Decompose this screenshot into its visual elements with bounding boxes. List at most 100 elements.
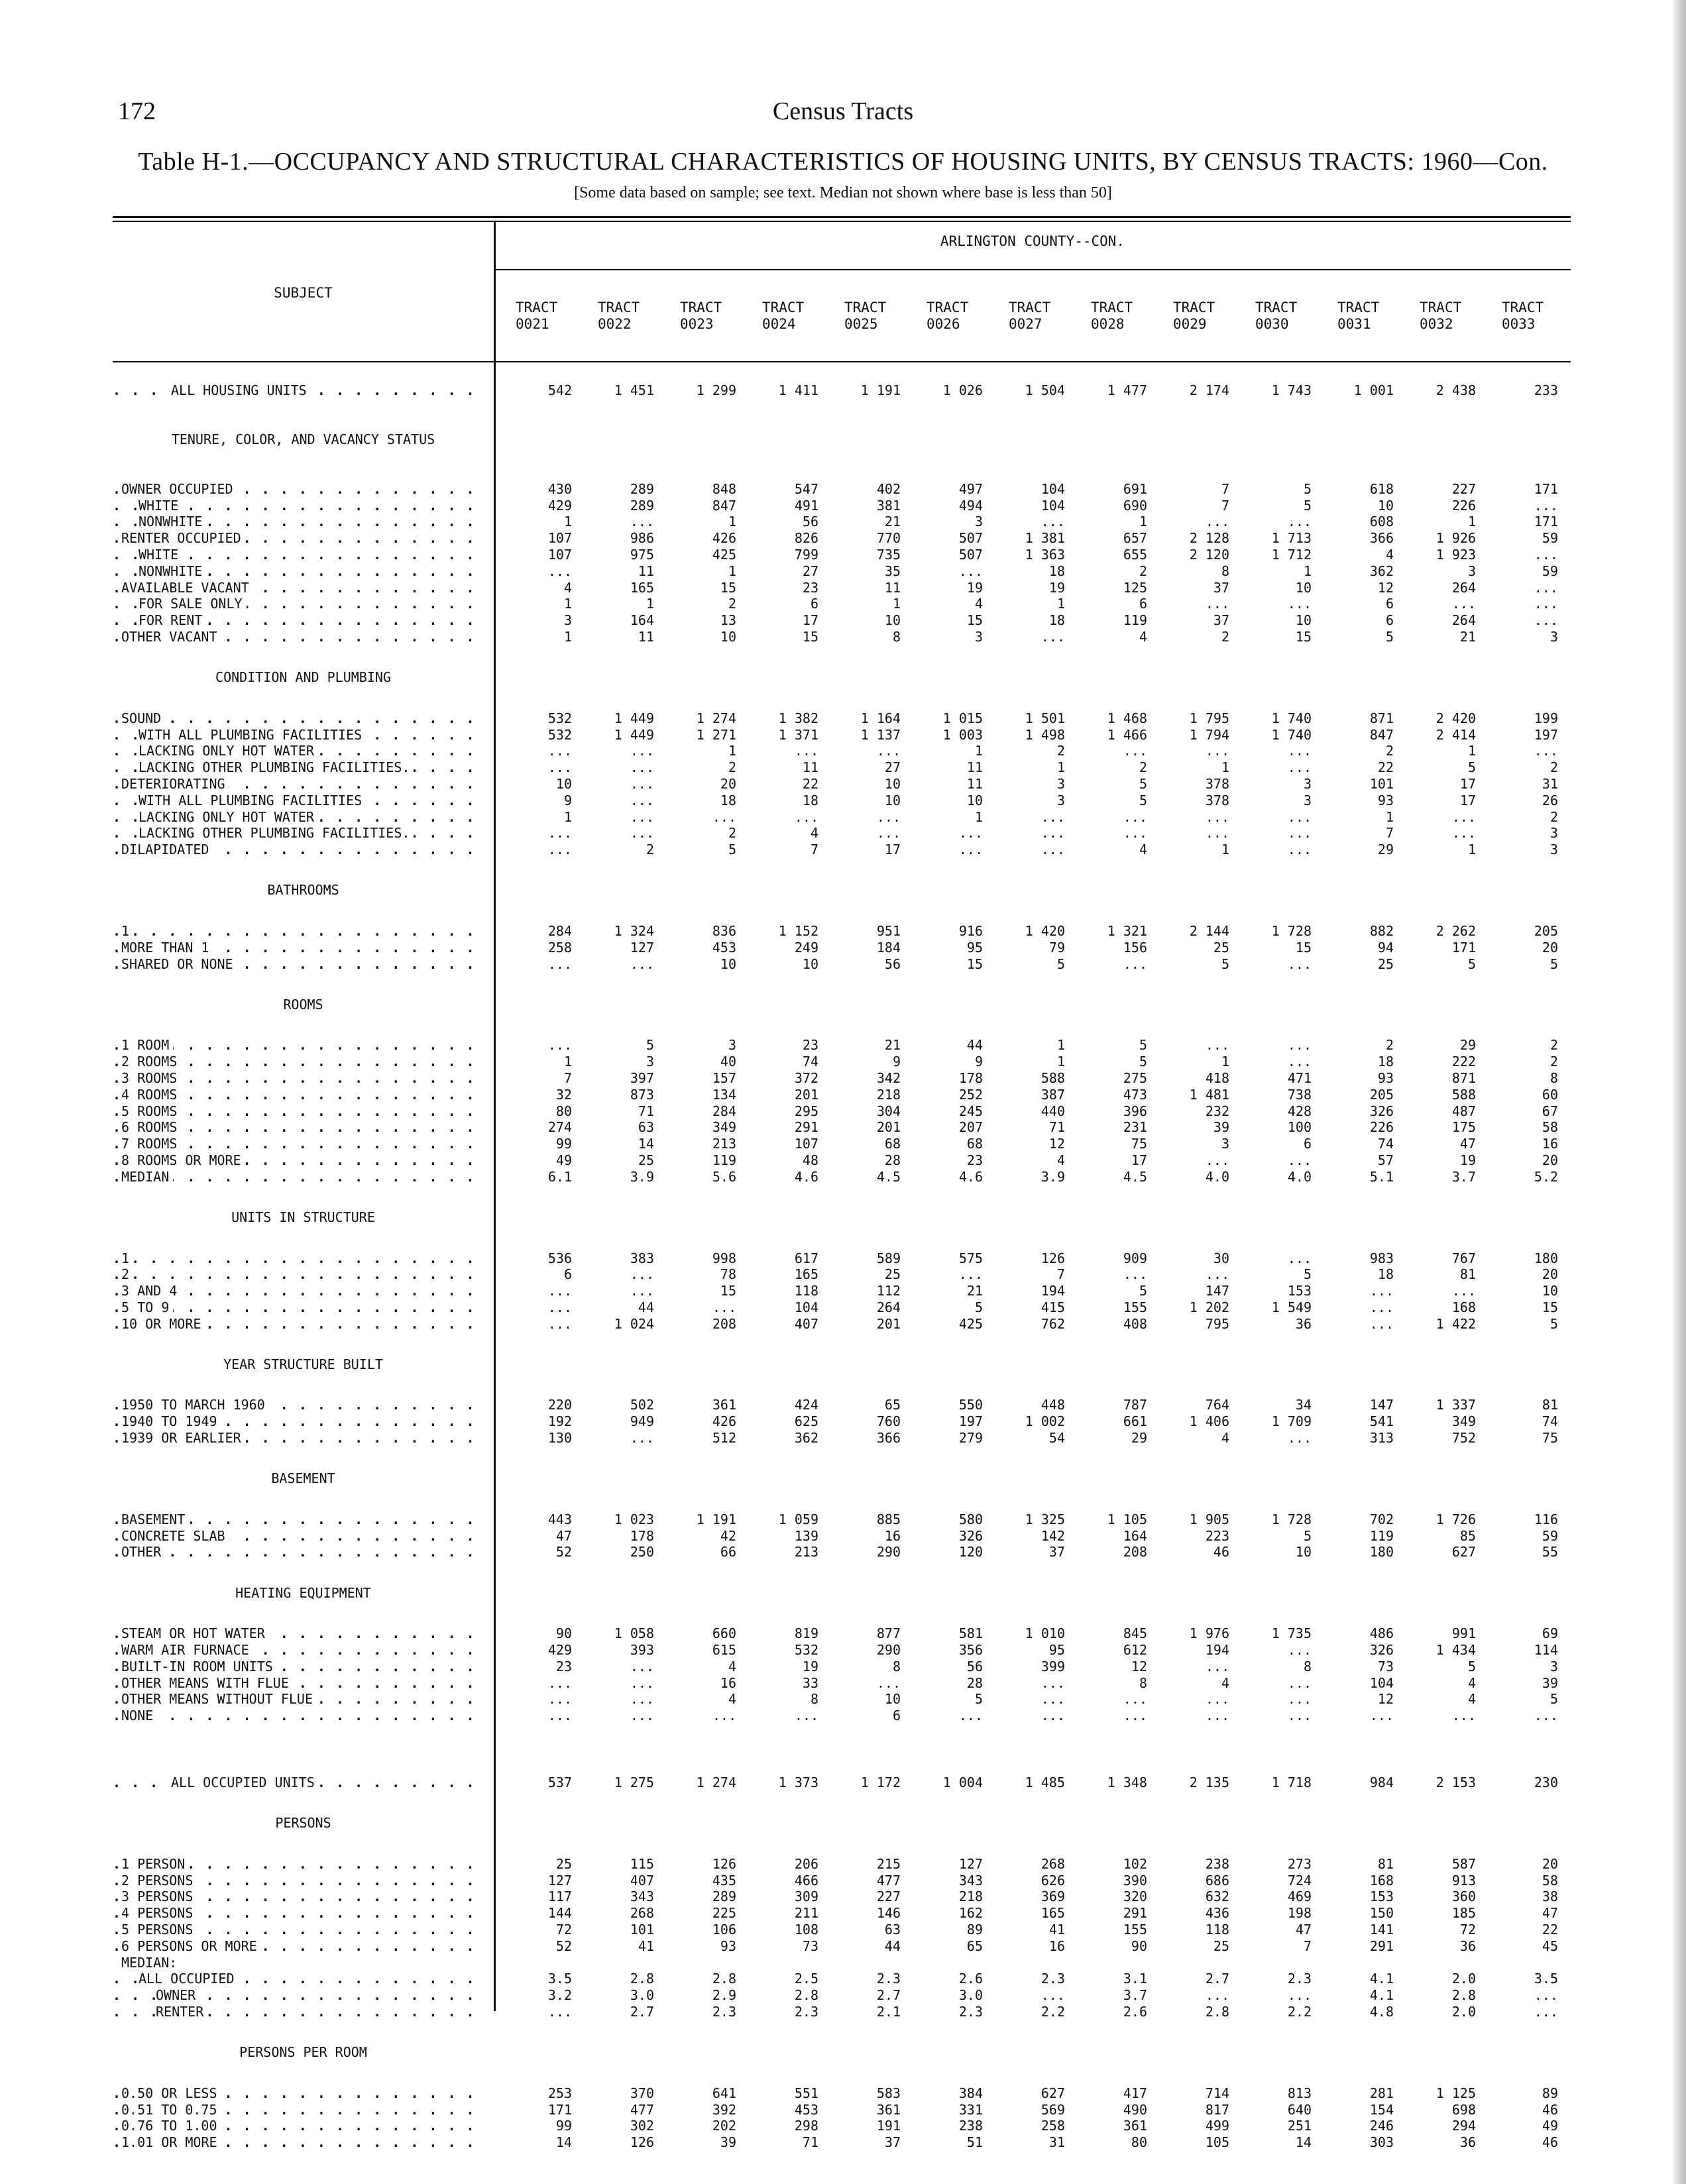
cell-value: 407 <box>630 1872 654 1888</box>
cell-value: 78 <box>720 1266 736 1283</box>
row-label-text: BUILT-IN ROOM UNITS <box>121 1658 277 1674</box>
cell-value: 194 <box>1205 1642 1229 1659</box>
cell-value: 95 <box>1048 1642 1065 1659</box>
cell-value: 168 <box>1451 1299 1476 1315</box>
cell-value: ... <box>1451 596 1476 612</box>
cell-value: 154 <box>1369 2101 1394 2118</box>
row-label: 2 ROOMS <box>113 1054 494 1070</box>
cell-value: ... <box>547 956 572 972</box>
cell-value: 2.7 <box>876 1987 901 2004</box>
cell-value: 114 <box>1534 1642 1558 1659</box>
cell-value: 251 <box>1287 2118 1312 2134</box>
cell-value: 157 <box>712 1069 736 1086</box>
cell-value: 289 <box>630 480 654 497</box>
cell-value: 396 <box>1123 1103 1147 1119</box>
cell-value: 393 <box>630 1642 654 1659</box>
cell-value: 366 <box>876 1430 901 1447</box>
cell-value: 10 <box>884 1691 901 1708</box>
cell-value: 289 <box>712 1888 736 1905</box>
cell-value: 1 709 <box>1271 1413 1312 1430</box>
cell-value: 390 <box>1123 1872 1147 1888</box>
cell-value: 101 <box>630 1922 654 1938</box>
cell-value: 361 <box>712 1397 736 1413</box>
cell-value: 1 172 <box>860 1774 901 1791</box>
tract-header-line: TRACT <box>844 300 887 315</box>
cell-value: 686 <box>1205 1872 1229 1888</box>
cell-value: 15 <box>720 1283 736 1299</box>
cell-value: 1 373 <box>778 1774 818 1791</box>
cell-value: 425 <box>958 1315 983 1332</box>
cell-value: 2 <box>1385 1037 1394 1054</box>
cell-value: 178 <box>630 1527 654 1544</box>
cell-value: 37 <box>884 2134 901 2151</box>
cell-value: 1 <box>1385 808 1394 825</box>
cell-value: 349 <box>712 1119 736 1136</box>
cell-value: 73 <box>1377 1658 1394 1674</box>
cell-value: 2 <box>1549 1037 1558 1054</box>
cell-value: 6 <box>1303 1136 1312 1152</box>
cell-value: 291 <box>794 1119 818 1136</box>
row-label-text: 3 PERSONS <box>121 1888 197 1905</box>
cell-value: 8 <box>892 628 901 645</box>
cell-value: 1 002 <box>1025 1413 1065 1430</box>
cell-value: 199 <box>1534 710 1558 726</box>
cell-value: 67 <box>1542 1103 1558 1119</box>
cell-value: 1 363 <box>1025 546 1065 563</box>
cell-value: 15 <box>1295 628 1312 645</box>
row-label-text: OTHER MEANS WITHOUT FLUE <box>121 1691 317 1708</box>
section-heading: CONDITION AND PLUMBING <box>113 645 1571 710</box>
cell-value: 252 <box>958 1086 983 1103</box>
cell-value: 2.0 <box>1451 2004 1476 2020</box>
cell-value: 532 <box>547 726 572 743</box>
cell-value: 8 <box>1139 1674 1147 1691</box>
table-row: SHARED OR NONE...... 10 10 56 15 5... 5... 25 5 5 <box>113 956 1571 973</box>
cell-value: 56 <box>884 956 901 972</box>
cell-value: 5 <box>1139 1037 1147 1054</box>
row-label-text: CONCRETE SLAB <box>121 1527 229 1544</box>
cell-value: 227 <box>1451 480 1476 497</box>
cell-value: 12 <box>1048 1136 1065 1152</box>
cell-value: 1 728 <box>1271 1511 1312 1527</box>
cell-value: 1 152 <box>778 922 818 939</box>
cell-value: 2.3 <box>794 2004 818 2020</box>
cell-value: 168 <box>1369 1872 1394 1888</box>
cell-value: 453 <box>794 2101 818 2118</box>
cell-value: ... <box>1451 1708 1476 1724</box>
row-label-text: FOR SALE ONLY <box>139 596 247 612</box>
cell-value: 1 <box>1056 759 1065 776</box>
cell-value: 2 144 <box>1189 922 1229 939</box>
cell-value: 2 <box>1549 808 1558 825</box>
cell-value: ... <box>1205 1037 1229 1054</box>
cell-value: 9 <box>563 792 572 808</box>
cell-value: 1 <box>1467 514 1476 530</box>
cell-value: ... <box>1287 842 1312 858</box>
cell-value: ... <box>630 825 654 842</box>
cell-value: 2 <box>1056 743 1065 759</box>
cell-value: 3.2 <box>547 1987 572 2004</box>
cell-value: 10 <box>720 628 736 645</box>
row-label: STEAM OR HOT WATER <box>113 1625 494 1642</box>
cell-value: 7 <box>563 1069 572 1086</box>
cell-value: 4 <box>1385 546 1394 563</box>
cell-value: 19 <box>802 1658 818 1674</box>
county-header: ARLINGTON COUNTY--CON. <box>940 233 1125 249</box>
cell-value: 532 <box>547 710 572 726</box>
cell-value: 198 <box>1287 1905 1312 1922</box>
cell-value: 19 <box>1048 579 1065 596</box>
cell-value: 156 <box>1123 939 1147 956</box>
tract-header-line: TRACT <box>1173 300 1215 315</box>
cell-value: 3 <box>646 1054 654 1070</box>
cell-value: 491 <box>794 497 818 514</box>
cell-value: 298 <box>794 2118 818 2134</box>
cell-value: 20 <box>1542 939 1558 956</box>
cell-value: 738 <box>1287 1086 1312 1103</box>
cell-value: 46 <box>1542 2101 1558 2118</box>
cell-value: 2 262 <box>1435 922 1476 939</box>
tract-header-line: TRACT <box>1091 300 1133 315</box>
cell-value: 171 <box>1534 480 1558 497</box>
cell-value: 343 <box>630 1888 654 1905</box>
row-label-text: WHITE <box>139 546 183 563</box>
cell-value: 11 <box>884 579 901 596</box>
cell-value: ... <box>1369 1708 1394 1724</box>
table-row: ALL OCCUPIED UNITS 537 1 275 1 274 1 373 1 17… <box>113 1774 1571 1791</box>
